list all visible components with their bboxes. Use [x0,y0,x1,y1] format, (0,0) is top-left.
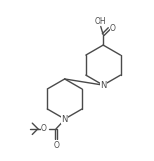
Text: O: O [41,124,47,133]
Text: O: O [110,24,116,33]
Text: O: O [53,141,59,150]
Text: OH: OH [94,17,106,26]
Text: N: N [100,81,106,90]
Text: N: N [61,114,68,123]
